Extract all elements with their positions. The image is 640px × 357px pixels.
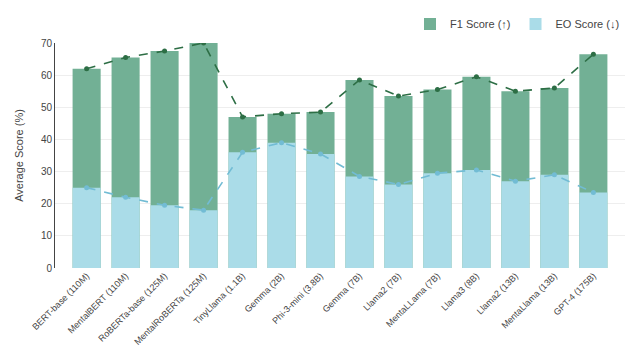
svg-text:Llama2 (13B): Llama2 (13B) (475, 271, 520, 316)
svg-text:Gemma (7B): Gemma (7B) (321, 271, 364, 314)
svg-text:TinyLlama (1.1B): TinyLlama (1.1B) (192, 271, 247, 326)
svg-text:20: 20 (41, 198, 53, 209)
svg-text:MentalBERT (110M): MentalBERT (110M) (66, 271, 130, 335)
svg-text:RoBERTa-base (125M): RoBERTa-base (125M) (96, 271, 169, 344)
svg-text:60: 60 (41, 70, 53, 81)
svg-text:F1 Score (↑): F1 Score (↑) (450, 18, 511, 30)
svg-text:Average Score (%): Average Score (%) (13, 109, 25, 202)
svg-text:Gemma (2B): Gemma (2B) (243, 271, 286, 314)
svg-text:BERT-base (110M): BERT-base (110M) (30, 271, 91, 332)
svg-text:GPT-4 (175B): GPT-4 (175B) (552, 271, 598, 317)
svg-text:70: 70 (41, 38, 53, 49)
svg-text:30: 30 (41, 166, 53, 177)
svg-text:Llama2 (7B): Llama2 (7B) (361, 271, 403, 313)
svg-text:MentaLlama (13B): MentaLlama (13B) (500, 271, 559, 330)
svg-text:50: 50 (41, 102, 53, 113)
svg-text:Phi-3-mini (3.8B): Phi-3-mini (3.8B) (270, 271, 325, 326)
svg-text:Llama3 (8B): Llama3 (8B) (439, 271, 481, 313)
svg-text:40: 40 (41, 134, 53, 145)
svg-text:0: 0 (46, 263, 52, 274)
svg-text:EO Score (↓): EO Score (↓) (556, 18, 620, 30)
svg-text:10: 10 (41, 230, 53, 241)
svg-text:MentaLLama (7B): MentaLLama (7B) (384, 271, 442, 329)
svg-text:MentalRoBERTa (125M): MentalRoBERTa (125M) (132, 271, 208, 347)
